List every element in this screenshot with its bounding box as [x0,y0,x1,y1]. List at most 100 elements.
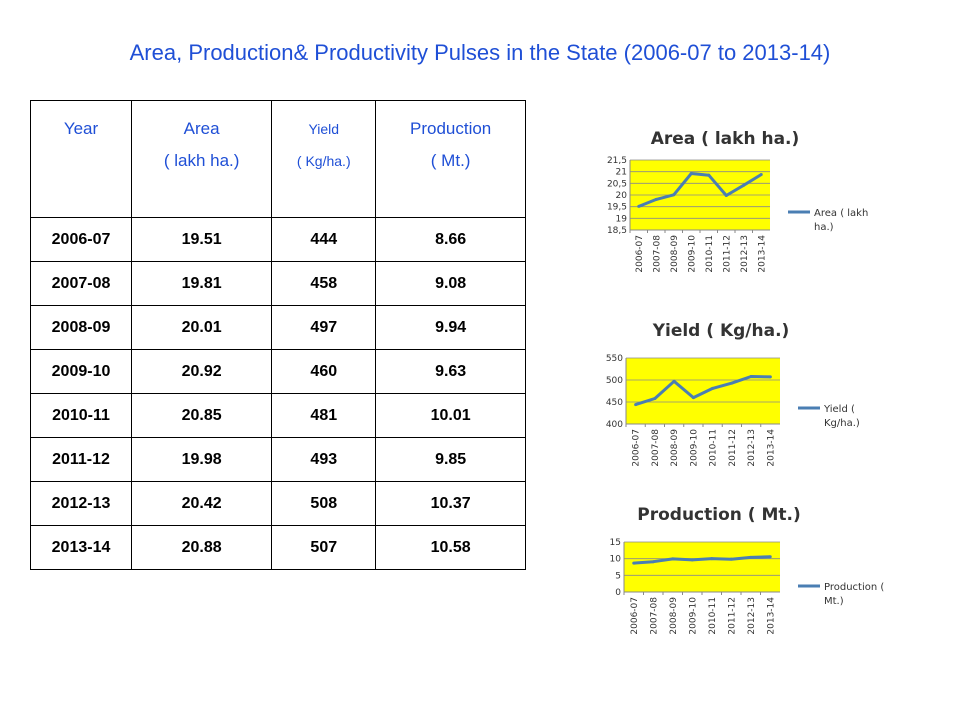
x-tick-label: 2008-09 [669,597,679,635]
data-point [637,204,641,208]
cell-area: 19.98 [130,437,273,482]
cell-area: 19.81 [130,261,273,306]
cell-yield: 481 [271,393,377,438]
x-tick-label: 2011-12 [728,429,738,467]
header-area: Area ( lakh ha.) [130,100,273,218]
series-line [633,555,771,565]
data-point [710,557,714,561]
data-point [768,375,772,379]
cell-yield: 508 [271,481,377,526]
header-production-unit: ( Mt.) [430,151,471,170]
cell-yield: 497 [271,305,377,350]
legend-label: Kg/ha.) [824,418,860,429]
table-row: 2007-08 19.81 458 9.08 [30,261,526,306]
x-tick-label: 2007-08 [649,597,659,635]
page-title: Area, Production& Productivity Pulses in… [129,40,831,65]
legend-label: Mt.) [824,596,844,607]
header-production-label: Production [409,119,492,138]
data-table: Year Area ( lakh ha.) Yield ( Kg/ha.) Pr… [30,100,526,570]
data-point [749,555,753,559]
cell-year: 2013-14 [30,525,132,570]
y-tick-label: 15 [610,538,621,548]
y-tick-label: 500 [606,376,623,386]
legend-label: Production ( [824,582,884,593]
cell-year: 2006-07 [30,217,132,262]
x-tick-label: 2009-10 [687,235,697,273]
data-point [730,381,734,385]
header-area-unit: ( lakh ha.) [163,151,240,170]
data-point [724,193,728,197]
data-point [653,396,657,400]
x-tick-label: 2007-08 [652,235,662,273]
y-tick-label: 18,5 [607,226,627,236]
production-chart-svg: Production ( Mt.) 0 5 10 15 2006-07 2007-08 200… [610,505,885,635]
table-row: 2011-12 19.98 493 9.85 [30,437,526,482]
data-point [729,557,733,561]
data-point [690,558,694,562]
header-yield-unit: ( Kg/ha.) [296,153,351,169]
data-point [711,386,715,390]
x-tick-label: 2006-07 [630,597,640,635]
cell-area: 20.88 [130,525,273,570]
x-tick-label: 2010-11 [705,235,715,273]
cell-yield: 460 [271,349,377,394]
yield-chart-svg: Yield ( Kg/ha.) 400 450 500 550 2006-07 2007-0… [606,321,860,467]
cell-area: 20.92 [130,349,273,394]
y-tick-label: 19,5 [607,203,627,213]
y-tick-label: 20,5 [607,179,627,189]
legend-label: Area ( lakh [814,208,868,219]
y-tick-label: 550 [606,354,623,364]
series-line [635,375,771,407]
x-tick-label: 2007-08 [651,429,661,467]
cell-production: 10.37 [375,481,526,526]
data-point [749,374,753,378]
x-tick-label: 2013-14 [766,429,776,467]
yield-chart: Yield ( Kg/ha.) 400 450 500 550 2006-07 2007-0… [590,312,920,482]
x-tick-label: 2008-09 [670,429,680,467]
y-tick-label: 21 [616,168,627,178]
cell-year: 2007-08 [30,261,132,306]
table-row: 2010-11 20.85 481 10.01 [30,393,526,438]
x-tick-label: 2012-13 [747,429,757,467]
data-point [671,557,675,561]
data-point [672,379,676,383]
cell-year: 2010-11 [30,393,132,438]
table-row: 2013-14 20.88 507 10.58 [30,525,526,570]
cell-year: 2012-13 [30,481,132,526]
x-tick-label: 2010-11 [709,429,719,467]
x-tick-label: 2013-14 [757,235,767,273]
data-point [707,173,711,177]
x-tick-label: 2012-13 [747,597,757,635]
header-yield: Yield ( Kg/ha.) [271,100,377,218]
data-point [742,183,746,187]
header-year: Year [30,100,132,218]
cell-year: 2008-09 [30,305,132,350]
x-tick-label: 2012-13 [740,235,750,273]
cell-area: 19.51 [130,217,273,262]
cell-production: 9.85 [375,437,526,482]
x-tick-label: 2010-11 [708,597,718,635]
x-tick-label: 2009-10 [689,429,699,467]
x-tick-label: 2011-12 [722,235,732,273]
cell-production: 9.94 [375,305,526,350]
plot-area [626,358,780,424]
data-point [632,561,636,565]
header-year-label: Year [63,119,99,138]
chart-title: Production ( Mt.) [637,505,800,525]
cell-production: 9.63 [375,349,526,394]
header-area-label: Area [183,119,220,138]
cell-production: 8.66 [375,217,526,262]
cell-production: 9.08 [375,261,526,306]
data-point [689,172,693,176]
y-tick-label: 20 [616,191,628,201]
data-point [651,560,655,564]
cell-production: 10.58 [375,525,526,570]
cell-yield: 444 [271,217,377,262]
plot-area [624,542,780,592]
cell-area: 20.01 [130,305,273,350]
header-yield-label: Yield [308,121,340,137]
y-tick-label: 19 [616,214,628,224]
table-header-row: Year Area ( lakh ha.) Yield ( Kg/ha.) Pr… [30,100,526,218]
legend-label: ha.) [814,222,834,233]
table-row: 2006-07 19.51 444 8.66 [30,217,526,262]
